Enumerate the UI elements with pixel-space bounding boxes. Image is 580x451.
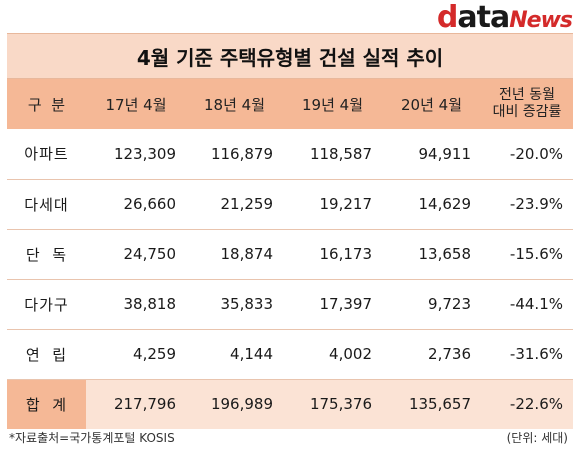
cell-value: 175,376 (283, 379, 382, 429)
row-label-total: 합 계 (7, 379, 86, 429)
cell-value: 19,217 (319, 195, 373, 213)
table-row: 연 립 4,259 4,144 4,002 2,736 -31.6% (7, 329, 573, 379)
header-row: 구 분 17년 4월 18년 4월 19년 4월 20년 4월 전년 동월 대비… (7, 79, 573, 129)
cell-value: 4,144 (230, 345, 273, 363)
unit-note: (단위: 세대) (506, 431, 568, 445)
row-label: 다가구 (24, 295, 69, 314)
cell-change: -15.6% (509, 245, 563, 263)
cell-value: 21,259 (220, 195, 274, 213)
table-row: 단 독 24,750 18,874 16,173 13,658 -15.6% (7, 229, 573, 279)
cell-value: 4,259 (133, 345, 176, 363)
cell-value: 94,911 (418, 144, 472, 163)
cell-value: 2,736 (428, 345, 471, 363)
cell-value: 4,002 (329, 345, 372, 363)
cell-value: 13,658 (418, 245, 472, 263)
header-19-apr: 19년 4월 (283, 79, 382, 129)
housing-construction-table: 구 분 17년 4월 18년 4월 19년 4월 20년 4월 전년 동월 대비… (7, 79, 573, 429)
cell-change: -23.9% (509, 195, 563, 213)
cell-value: 17,397 (319, 295, 373, 313)
cell-value: 9,723 (428, 295, 471, 313)
table-row: 다가구 38,818 35,833 17,397 9,723 -44.1% (7, 279, 573, 329)
cell-value: 26,660 (123, 195, 177, 213)
row-label: 아파트 (24, 145, 69, 164)
cell-value: 35,833 (220, 295, 274, 313)
row-label: 단 독 (25, 245, 68, 264)
header-20-apr: 20년 4월 (382, 79, 481, 129)
source-note: *자료출처=국가통계포털 KOSIS (9, 431, 175, 445)
cell-value: 38,818 (123, 295, 177, 313)
cell-value: 196,989 (186, 379, 283, 429)
cell-value: 24,750 (123, 245, 177, 263)
cell-change: -31.6% (509, 345, 563, 363)
row-label: 연 립 (25, 345, 68, 364)
header-17-apr: 17년 4월 (86, 79, 186, 129)
total-row: 합 계 217,796 196,989 175,376 135,657 -22.… (7, 379, 573, 429)
table-row: 아파트 123,309 116,879 118,587 94,911 -20.0… (7, 129, 573, 179)
cell-value: 217,796 (86, 379, 186, 429)
table-title: 4월 기준 주택유형별 건설 실적 추이 (7, 33, 573, 79)
cell-value: 118,587 (309, 144, 372, 163)
cell-value: 14,629 (418, 195, 472, 213)
cell-change: -22.6% (481, 379, 573, 429)
cell-change: -44.1% (509, 295, 563, 313)
row-label: 다세대 (24, 195, 69, 214)
header-category: 구 분 (7, 79, 86, 129)
datanews-logo: dataNews (436, 0, 573, 35)
cell-value: 116,879 (210, 144, 273, 163)
cell-change: -20.0% (509, 144, 563, 163)
logo-part-ata: ata (457, 0, 510, 35)
header-18-apr: 18년 4월 (186, 79, 283, 129)
logo-part-news: News (509, 8, 573, 33)
logo-part-d: d (436, 0, 459, 35)
cell-value: 123,309 (113, 144, 176, 163)
cell-value: 18,874 (220, 245, 274, 263)
cell-value: 16,173 (319, 245, 373, 263)
cell-value: 135,657 (382, 379, 481, 429)
table-row: 다세대 26,660 21,259 19,217 14,629 -23.9% (7, 179, 573, 229)
header-yoy-change: 전년 동월 대비 증감률 (481, 79, 573, 129)
